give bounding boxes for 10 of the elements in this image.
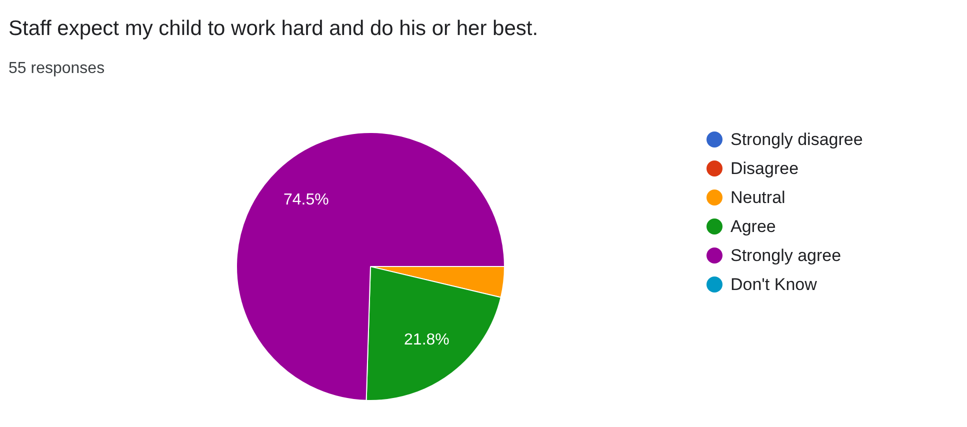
legend-label: Don't Know [730,275,818,294]
legend-label: Strongly agree [730,246,842,265]
chart-title: Staff expect my child to work hard and do his or her best. [8,17,538,40]
legend-label: Disagree [730,159,799,178]
legend-label: Strongly disagree [730,130,863,149]
data-label: 74.5% [283,192,329,209]
text: 55 responses [8,60,105,77]
legend-label: Agree [730,217,776,236]
legend-label: Neutral [730,188,786,207]
data-label: 21.8% [404,331,450,348]
